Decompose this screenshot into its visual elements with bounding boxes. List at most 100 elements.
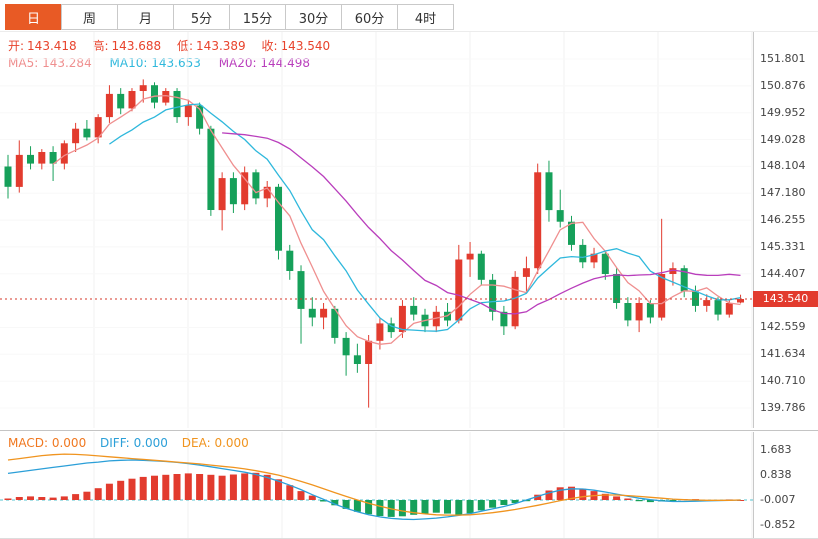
candle-body — [725, 303, 733, 315]
candle-body — [342, 337, 350, 356]
macd-axis-label: -0.852 — [760, 518, 796, 531]
macd-hist-bar — [320, 500, 328, 502]
price-axis-label: 149.952 — [760, 106, 806, 119]
candle-body — [489, 279, 497, 312]
candle-body — [218, 178, 226, 211]
candle-body — [286, 250, 294, 271]
macd-chart[interactable] — [0, 432, 753, 539]
macd-hist-bar — [308, 495, 316, 500]
candle-body — [703, 300, 711, 306]
candle-body — [184, 105, 192, 118]
timeframe-tab-30分[interactable]: 30分 — [285, 4, 342, 30]
macd-hist-bar — [466, 500, 474, 514]
macd-hist-bar — [4, 498, 12, 500]
timeframe-tab-15分[interactable]: 15分 — [229, 4, 286, 30]
candle-body — [669, 268, 677, 274]
macd-hist-bar — [421, 500, 429, 514]
macd-hist-bar — [94, 488, 102, 500]
macd-hist-bar — [15, 497, 23, 500]
candle-body — [196, 105, 204, 129]
candle-body — [151, 85, 158, 103]
macd-hist-bar — [432, 500, 440, 513]
candle-body — [376, 323, 384, 341]
candle-body — [94, 117, 102, 138]
close-label: 收: — [261, 39, 278, 53]
candle-body — [658, 274, 666, 318]
macd-hist-bar — [601, 493, 609, 500]
timeframe-tab-60分[interactable]: 60分 — [341, 4, 398, 30]
price-chart[interactable] — [0, 32, 753, 428]
macd-hist-bar — [635, 500, 643, 502]
high-label: 高: — [92, 39, 109, 53]
price-axis-label: 145.331 — [760, 240, 806, 253]
macd-hist-bar — [613, 496, 621, 500]
close-value: 143.540 — [280, 39, 331, 53]
timeframe-tab-5分[interactable]: 5分 — [173, 4, 230, 30]
candle-body — [477, 253, 485, 280]
candle-body — [207, 128, 215, 210]
candle-body — [455, 259, 463, 321]
macd-hist-bar — [511, 500, 519, 503]
price-axis-label: 146.255 — [760, 213, 806, 226]
diff-label: DIFF: — [100, 436, 130, 450]
candle-body — [432, 311, 440, 327]
candle-body — [624, 303, 632, 321]
macd-hist-bar — [252, 472, 260, 500]
macd-hist-bar — [83, 491, 91, 500]
price-axis-label: 150.876 — [760, 79, 806, 92]
macd-hist-bar — [27, 496, 34, 500]
macd-hist-bar — [38, 497, 46, 500]
candle-body — [590, 253, 598, 263]
candle-body — [353, 355, 361, 364]
ma20-line — [222, 132, 741, 315]
candle-body — [320, 308, 328, 318]
macd-hist-bar — [556, 487, 564, 500]
macd-axis-label: 1.683 — [760, 443, 792, 456]
price-axis-label: 141.634 — [760, 347, 806, 360]
macd-hist-bar — [579, 488, 587, 500]
ohlc-info: 开: 143.418 高: 143.688 低: 143.389 收: 143.540 — [8, 37, 342, 54]
current-price-tag: 143.540 — [753, 291, 818, 307]
macd-hist-bar — [297, 491, 305, 500]
candle-body — [601, 253, 609, 274]
candle-body — [38, 152, 46, 164]
candle-body — [83, 128, 91, 138]
price-axis-label: 147.180 — [760, 186, 806, 199]
candle-body — [162, 91, 170, 103]
timeframe-tab-日[interactable]: 日 — [5, 4, 62, 30]
candle-body — [613, 274, 621, 303]
timeframe-tab-周[interactable]: 周 — [61, 4, 118, 30]
candle-body — [229, 178, 237, 205]
ma5-line — [52, 94, 741, 345]
open-label: 开: — [8, 39, 25, 53]
macd-hist-bar — [184, 473, 192, 500]
macd-hist-bar — [669, 500, 677, 501]
macd-value-legend: MACD: 0.000 — [8, 436, 86, 450]
panel-divider — [0, 430, 818, 431]
macd-hist-bar — [353, 500, 361, 512]
macd-hist-bar — [410, 500, 418, 515]
timeframe-tab-4时[interactable]: 4时 — [397, 4, 454, 30]
candle-body — [511, 276, 519, 327]
macd-hist-bar — [646, 500, 654, 503]
macd-hist-bar — [477, 500, 485, 511]
macd-hist-bar — [545, 490, 553, 500]
timeframe-tab-月[interactable]: 月 — [117, 4, 174, 30]
macd-hist-bar — [568, 486, 575, 500]
dea-value: 0.000 — [214, 436, 249, 450]
candle-body — [15, 154, 23, 187]
macd-hist-bar — [128, 478, 136, 500]
dea-value-legend: DEA: 0.000 — [182, 436, 249, 450]
candle-body — [117, 93, 125, 109]
candle-body — [105, 93, 113, 118]
macd-hist-bar — [72, 494, 80, 500]
candle-body — [466, 253, 474, 260]
macd-axis: 1.683 0.838 -0.007 -0.852 — [753, 432, 818, 538]
candle-body — [297, 271, 305, 309]
candle-body — [49, 152, 57, 164]
macd-hist-bar — [489, 500, 497, 508]
macd-value: 0.000 — [51, 436, 87, 450]
macd-hist-bar — [342, 500, 350, 509]
candle-body — [579, 244, 587, 263]
macd-hist-bar — [218, 475, 226, 500]
